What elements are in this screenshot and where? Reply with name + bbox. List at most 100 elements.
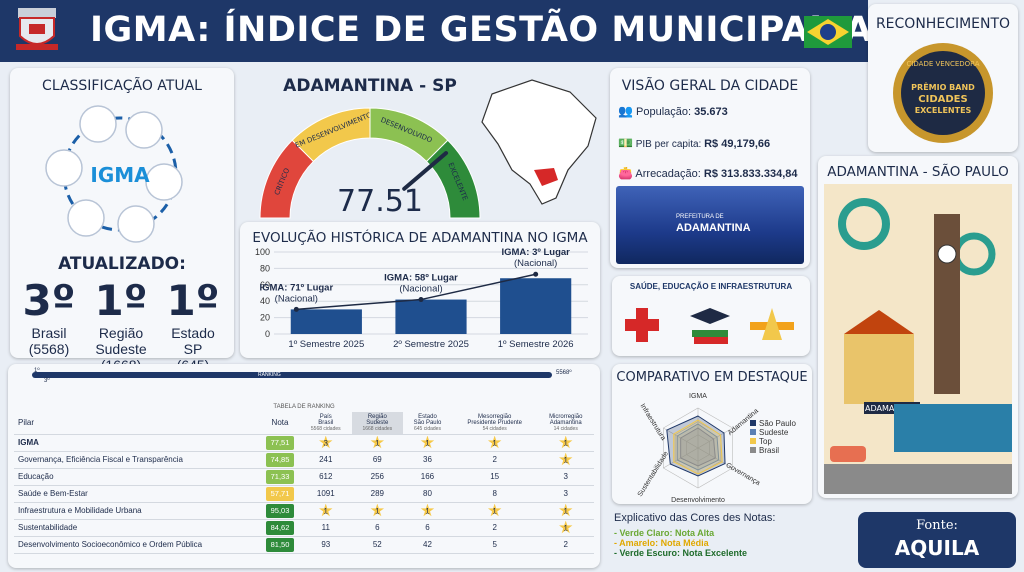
construction-icon [750,308,794,340]
header-line: Presidente Prudente [467,419,523,426]
rank-cell: 289 [351,485,404,503]
document-icon [79,105,117,143]
header-brasil: País Brasil 5568 cidades [300,412,352,435]
rank-annotation-sub: (Nacional) [399,284,442,295]
star-icon: 3 [319,435,333,449]
pib-label: PIB per capita: [635,139,702,150]
legend-label: Brasil [759,446,779,455]
radar-axis [697,427,733,449]
population-label: População: [636,106,692,118]
rank-cell: 1 [300,502,352,520]
x-tick-label: 1º Semestre 2026 [498,339,574,350]
rank-cell: 69 [351,451,404,469]
money-icon [67,199,105,237]
classification-title: CLASSIFICAÇÃO ATUAL [42,78,202,94]
pilar-cell: IGMA [14,434,260,452]
rank-cell: 3 [300,434,352,452]
photo-caption2: ADAMANTINA [676,222,751,234]
rank-value: 11 [321,523,330,532]
header-line: Adamantina [549,419,582,426]
star-icon: 1 [559,503,573,517]
source-label: Fonte: [916,518,958,533]
gauge-value: 77.51 [337,184,423,219]
y-tick-label: 40 [260,296,270,306]
trend-point [293,306,299,312]
star-icon: 1 [370,435,385,449]
nota-badge: 71,33 [266,469,294,484]
star-icon: 1 [559,452,573,466]
header-line: Sudeste [366,419,389,426]
sao-paulo-highlight [534,168,558,186]
rank-cell: 1 [351,502,404,520]
star-icon: 1 [319,503,333,517]
rank-cell: 3 [537,485,594,503]
header-line: 14 cidades [553,425,578,432]
table-header-row: Pilar Nota País Brasil 5568 cidades Região… [14,412,594,435]
history-bar [395,299,467,334]
rank-value: 6 [425,523,430,532]
rank-value: 36 [423,455,432,464]
seal-top-text: CIDADE VENCEDORA [906,60,979,68]
radar-axis-label: IGMA [689,393,707,400]
rank-label: Região Sudeste [95,325,147,357]
ranking-end: 5568º [556,370,572,376]
rank-cell: 241 [300,451,352,469]
radar-axis-label: Infraestrutura [639,403,667,442]
header-line: Mesorregião [477,413,512,420]
star-icon: 1 [487,435,502,449]
color-legend: Explicativo das Cores des Notas: - Verde… [614,512,854,570]
legend-label: São Paulo [759,419,796,428]
rank-value: 80 [423,489,432,498]
sei-title: SAÚDE, EDUCAÇÃO E INFRAESTRUTURA [629,282,793,291]
population-value: 35.673 [694,106,728,118]
header-line: País [319,413,332,420]
nota-badge: 77,51 [266,435,294,450]
nota-cell: 95,03 [260,502,300,520]
overview-title: VISÃO GERAL DA CIDADE [621,78,799,94]
history-bar-chart: 0 20 40 60 80 100 1º Semestre 2025 2º Semestre … [255,247,588,350]
header-line: Estado [418,413,437,420]
house [844,334,914,404]
overview-panel: VISÃO GERAL DA CIDADE 👥 População: 35.67… [610,68,810,268]
rank-cell: 256 [351,468,404,486]
rank-cell: 166 [403,468,452,486]
rank-value: 2 [563,540,568,549]
header-line: 1668 cidades [362,425,393,432]
history-chart-panel: EVOLUÇÃO HISTÓRICA DE ADAMANTINA NO IGMA… [240,222,600,358]
gauge-needle [402,151,449,191]
rank-cell: 3 [537,468,594,486]
city-title: ADAMANTINA - SP [283,76,457,96]
rank-cell: 52 [351,536,404,554]
rank-label: Estado SP [171,325,215,357]
rank-cell: 1 [351,434,404,452]
rank-value: 93 [321,540,331,549]
health-icon [125,111,163,149]
money-icon: 💵 [618,136,633,150]
y-tick-label: 60 [260,280,270,290]
source-brand: AQUILA [894,536,980,560]
rank-value: 52 [372,540,382,549]
pilar-cell: Desenvolvimento Socioeconômico e Ordem P… [14,536,260,554]
ranking-axis-label: RANKING [258,372,281,378]
rank-cell: 5 [451,536,538,554]
population-row: 👥 População: 35.673 [618,104,728,118]
city-crest-icon [16,8,58,50]
star-icon: 1 [487,503,502,517]
car [830,446,866,462]
updated-label: ATUALIZADO: [58,254,186,274]
nota-cell: 81,50 [260,536,300,554]
rank-value: 2 [492,455,497,464]
igma-logo: IGMA [90,163,150,187]
history-title: EVOLUÇÃO HISTÓRICA DE ADAMANTINA NO IGMA [252,230,588,246]
rank-cell: 1091 [300,485,352,503]
header-line: Região [367,413,387,420]
seal-line3: EXCELENTES [915,106,972,115]
y-tick-label: 80 [260,263,270,273]
revenue-row: 👛 Arrecadação: R$ 313.833.334,84 [618,166,798,180]
rank-cell: 80 [403,485,452,503]
nota-cell: 84,62 [260,519,300,537]
header-line: Brasil [318,419,334,426]
sei-icons [625,308,794,344]
train [894,404,1012,452]
star-icon: 1 [559,520,573,534]
